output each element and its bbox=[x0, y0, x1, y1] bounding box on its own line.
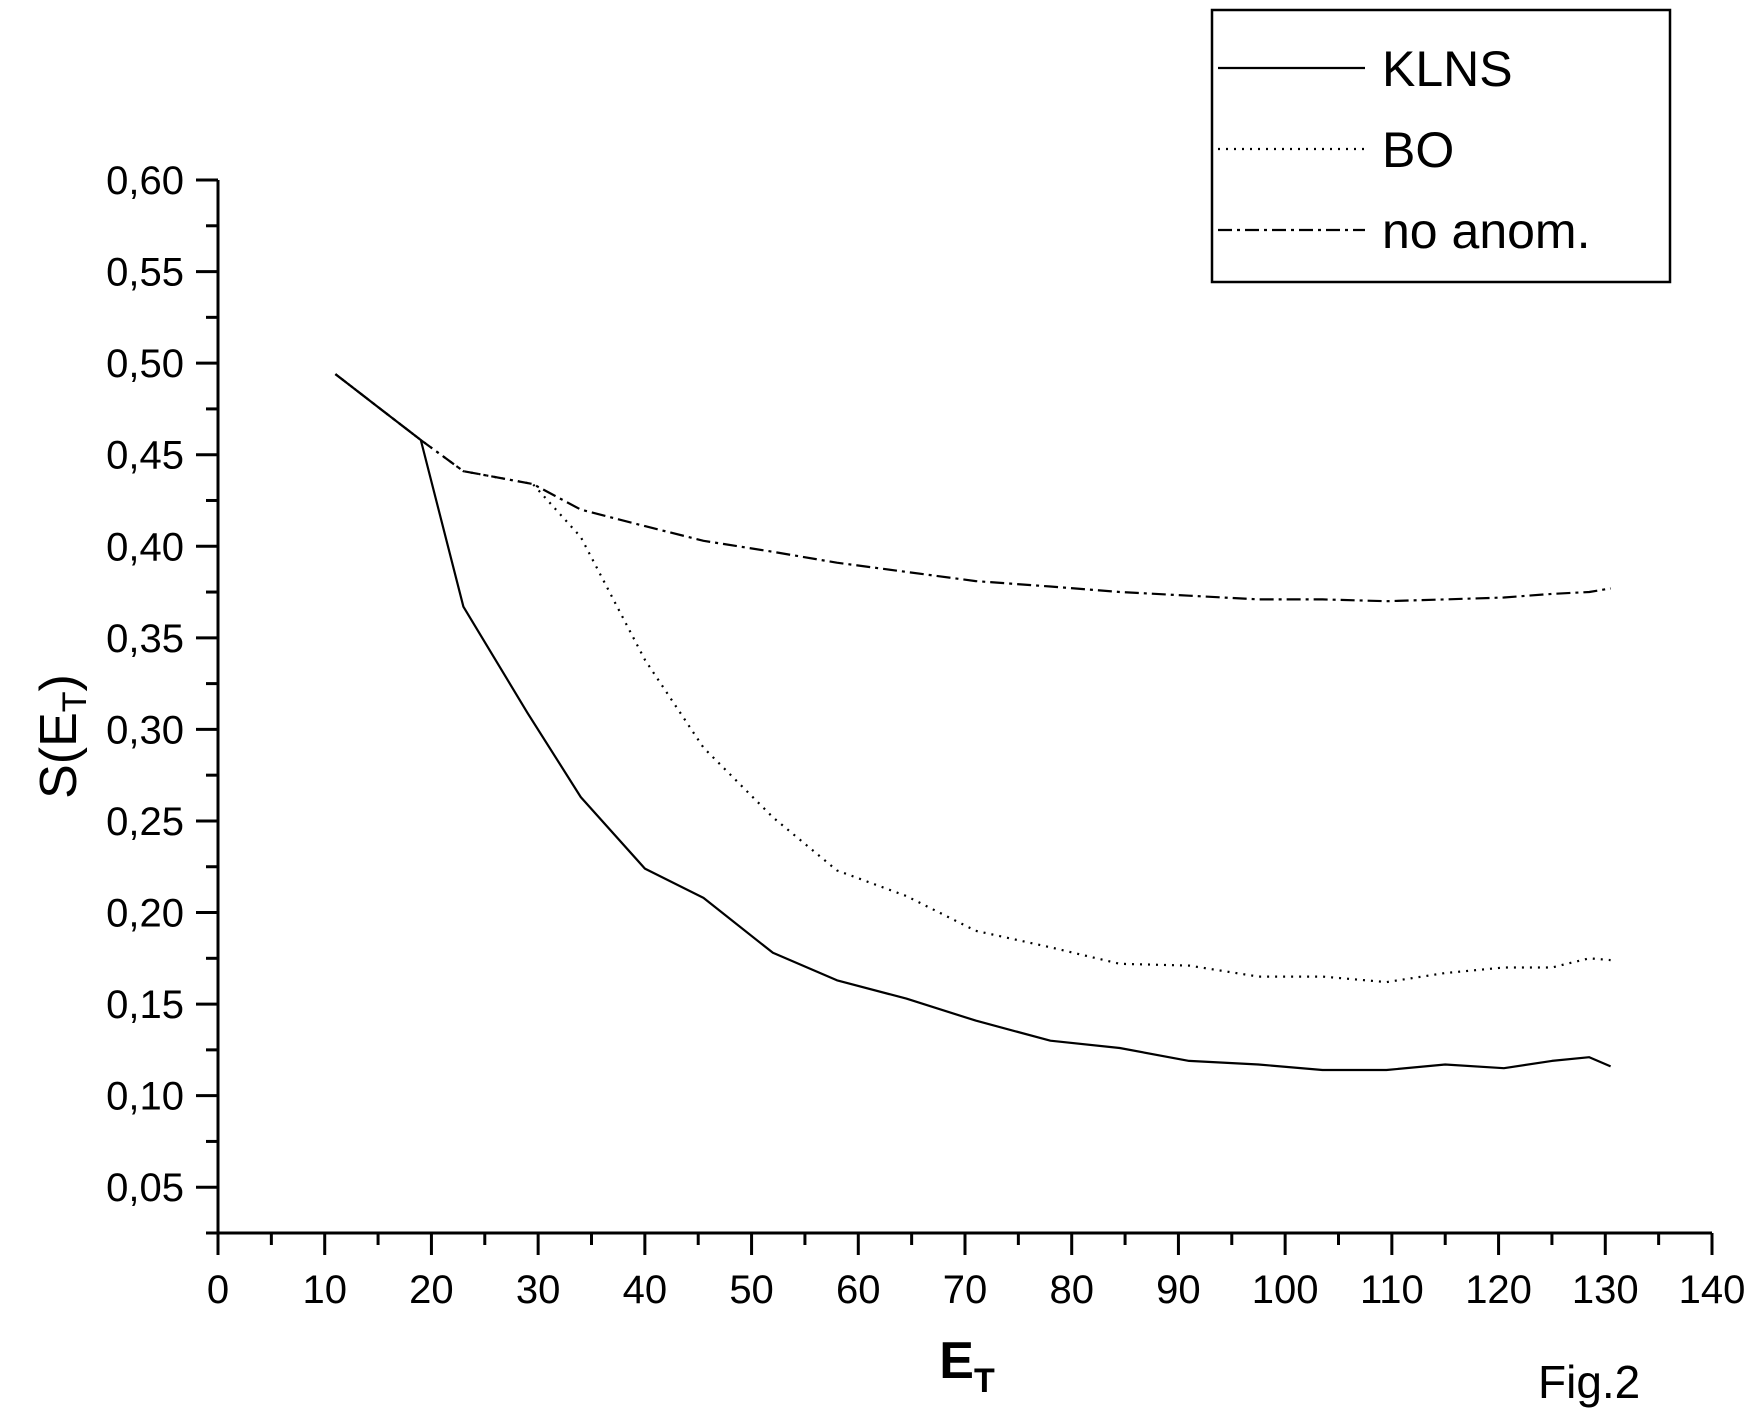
legend-label: no anom. bbox=[1382, 203, 1590, 259]
x-tick-label: 70 bbox=[943, 1268, 988, 1312]
legend-label: KLNS bbox=[1382, 41, 1513, 97]
x-tick-label: 90 bbox=[1156, 1268, 1201, 1312]
x-axis-title-sub: T bbox=[974, 1362, 995, 1400]
y-axis-title-sub: T bbox=[56, 691, 94, 712]
y-axis-title-post: ) bbox=[30, 674, 88, 691]
series-line-klns bbox=[334, 373, 1612, 1072]
x-tick-label: 0 bbox=[207, 1268, 229, 1312]
x-axis-title: ET bbox=[939, 1332, 995, 1400]
x-tick-label: 10 bbox=[302, 1268, 347, 1312]
x-tick-label: 80 bbox=[1049, 1268, 1094, 1312]
x-tick-label: 140 bbox=[1679, 1268, 1746, 1312]
legend: KLNS BO no anom. bbox=[1210, 8, 1672, 284]
series-layer bbox=[334, 373, 1612, 1072]
x-tick-label: 30 bbox=[516, 1268, 561, 1312]
legend-items: KLNS BO no anom. bbox=[1218, 41, 1590, 259]
y-tick-label: 0,40 bbox=[106, 525, 184, 569]
x-tick-label: 100 bbox=[1252, 1268, 1319, 1312]
series-line-bo bbox=[334, 373, 1611, 984]
x-tick-label: 60 bbox=[836, 1268, 881, 1312]
x-tick-label: 110 bbox=[1360, 1268, 1424, 1312]
x-axis-title-main: E bbox=[939, 1332, 974, 1390]
y-tick-label: 0,50 bbox=[106, 342, 184, 386]
y-tick-label: 0,15 bbox=[106, 983, 184, 1027]
y-tick-label: 0,25 bbox=[106, 800, 184, 844]
y-tick-label: 0,05 bbox=[106, 1166, 184, 1210]
x-tick-label: 40 bbox=[623, 1268, 668, 1312]
y-tick-label: 0,20 bbox=[106, 892, 184, 936]
y-tick-label: 0,30 bbox=[106, 708, 184, 752]
x-ticks: 0 10 20 30 40 50 60 70 80 90 100 110 120 130 140 bbox=[207, 1233, 1746, 1312]
plot-area: 0,05 0,10 0,15 0,20 0,25 0,30 0,35 0,40 0,45 0,50… bbox=[106, 159, 1745, 1312]
y-tick-label: 0,35 bbox=[106, 617, 184, 661]
x-tick-label: 20 bbox=[409, 1268, 454, 1312]
y-tick-label: 0,45 bbox=[106, 434, 184, 478]
legend-label: BO bbox=[1382, 122, 1454, 178]
series-line-no-anom bbox=[334, 373, 1611, 603]
y-tick-label: 0,60 bbox=[106, 159, 184, 203]
legend-box bbox=[1210, 8, 1672, 284]
y-tick-label: 0,55 bbox=[106, 251, 184, 295]
y-axis-title-pre: S(E bbox=[30, 712, 88, 799]
figure-label: Fig.2 bbox=[1538, 1356, 1640, 1408]
y-ticks: 0,05 0,10 0,15 0,20 0,25 0,30 0,35 0,40 0,45 0,50… bbox=[106, 159, 218, 1235]
y-tick-label: 0,10 bbox=[106, 1075, 184, 1119]
y-axis-title: S(ET) bbox=[30, 674, 94, 799]
x-tick-label: 120 bbox=[1465, 1268, 1532, 1312]
x-tick-label: 130 bbox=[1572, 1268, 1639, 1312]
x-tick-label: 50 bbox=[729, 1268, 774, 1312]
